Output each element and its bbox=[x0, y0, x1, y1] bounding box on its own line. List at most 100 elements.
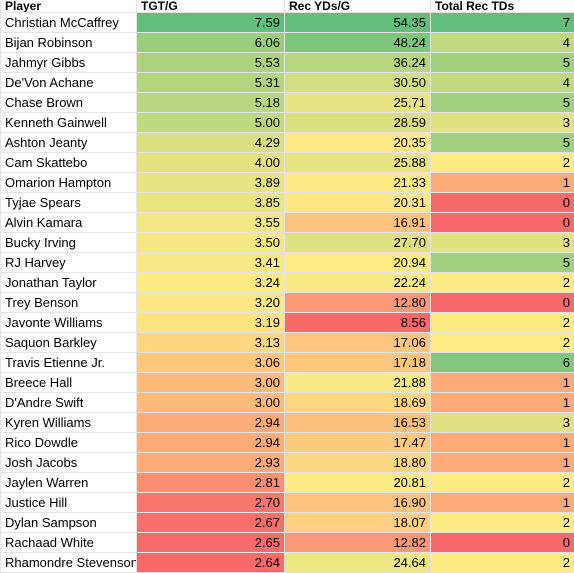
player-row: Travis Etienne Jr. 3.06 17.18 6 bbox=[0, 352, 574, 373]
player-row: Jonathan Taylor 3.24 22.24 2 bbox=[0, 272, 574, 293]
player-row: Kenneth Gainwell 5.00 28.59 3 bbox=[0, 112, 574, 133]
stat-cell: 3 bbox=[430, 232, 574, 253]
player-row: Saquon Barkley 3.13 17.06 2 bbox=[0, 332, 574, 353]
stat-cell: 5 bbox=[430, 92, 574, 113]
player-row: Jaylen Warren 2.81 20.81 2 bbox=[0, 472, 574, 493]
stat-cell: 12.80 bbox=[284, 292, 431, 313]
player-name: Dylan Sampson bbox=[0, 512, 137, 533]
player-name: Rhamondre Stevenson bbox=[0, 552, 137, 573]
player-name: Javonte Williams bbox=[0, 312, 137, 333]
player-name: De'Von Achane bbox=[0, 72, 137, 93]
stat-cell: 17.18 bbox=[284, 352, 431, 373]
stat-cell: 3.20 bbox=[136, 292, 285, 313]
stat-cell: 2.93 bbox=[136, 452, 285, 473]
player-name: Kenneth Gainwell bbox=[0, 112, 137, 133]
stat-cell: 20.31 bbox=[284, 192, 431, 213]
stat-cell: 27.70 bbox=[284, 232, 431, 253]
stat-cell: 5.00 bbox=[136, 112, 285, 133]
stat-cell: 3.55 bbox=[136, 212, 285, 233]
stat-cell: 2 bbox=[430, 332, 574, 353]
stat-cell: 3.50 bbox=[136, 232, 285, 253]
player-row: Bucky Irving 3.50 27.70 3 bbox=[0, 232, 574, 253]
stat-cell: 3.24 bbox=[136, 272, 285, 293]
stat-cell: 1 bbox=[430, 392, 574, 413]
stat-cell: 2.70 bbox=[136, 492, 285, 513]
stat-cell: 2.65 bbox=[136, 532, 285, 553]
player-row: Tyjae Spears 3.85 20.31 0 bbox=[0, 192, 574, 213]
player-name: RJ Harvey bbox=[0, 252, 137, 273]
stat-cell: 25.71 bbox=[284, 92, 431, 113]
stat-cell: 4.00 bbox=[136, 152, 285, 173]
player-name: Kyren Williams bbox=[0, 412, 137, 433]
player-name: Alvin Kamara bbox=[0, 212, 137, 233]
stat-cell: 2.94 bbox=[136, 412, 285, 433]
stat-cell: 18.80 bbox=[284, 452, 431, 473]
player-row: Rico Dowdle 2.94 17.47 1 bbox=[0, 432, 574, 453]
player-row: Bijan Robinson 6.06 48.24 4 bbox=[0, 32, 574, 53]
stat-cell: 3 bbox=[430, 412, 574, 433]
player-name: D'Andre Swift bbox=[0, 392, 137, 413]
player-name: Bucky Irving bbox=[0, 232, 137, 253]
stat-cell: 0 bbox=[430, 532, 574, 553]
stat-cell: 7.59 bbox=[136, 12, 285, 33]
player-name: Breece Hall bbox=[0, 372, 137, 393]
header-cell: TGT/G bbox=[136, 0, 285, 13]
player-name: Cam Skattebo bbox=[0, 152, 137, 173]
stat-cell: 0 bbox=[430, 292, 574, 313]
player-row: De'Von Achane 5.31 30.50 4 bbox=[0, 72, 574, 93]
header-row: Player TGT/G Rec YDs/G Total Rec TDs bbox=[0, 0, 574, 13]
player-row: Chase Brown 5.18 25.71 5 bbox=[0, 92, 574, 113]
player-name: Jahmyr Gibbs bbox=[0, 52, 137, 73]
stat-cell: 17.06 bbox=[284, 332, 431, 353]
stat-cell: 2 bbox=[430, 512, 574, 533]
player-row: RJ Harvey 3.41 20.94 5 bbox=[0, 252, 574, 273]
player-name: Rico Dowdle bbox=[0, 432, 137, 453]
player-name: Travis Etienne Jr. bbox=[0, 352, 137, 373]
stat-cell: 5.53 bbox=[136, 52, 285, 73]
stat-cell: 17.47 bbox=[284, 432, 431, 453]
stat-cell: 2.64 bbox=[136, 552, 285, 573]
stat-cell: 1 bbox=[430, 432, 574, 453]
stat-cell: 3.89 bbox=[136, 172, 285, 193]
header-cell: Rec YDs/G bbox=[284, 0, 431, 13]
stat-cell: 7 bbox=[430, 12, 574, 33]
header-cell: Total Rec TDs bbox=[430, 0, 574, 13]
player-name: Omarion Hampton bbox=[0, 172, 137, 193]
player-row: Ashton Jeanty 4.29 20.35 5 bbox=[0, 132, 574, 153]
player-name: Bijan Robinson bbox=[0, 32, 137, 53]
stat-cell: 8.56 bbox=[284, 312, 431, 333]
stat-cell: 22.24 bbox=[284, 272, 431, 293]
stat-cell: 2 bbox=[430, 472, 574, 493]
stat-cell: 5.31 bbox=[136, 72, 285, 93]
header-cell: Player bbox=[0, 0, 137, 13]
player-row: Alvin Kamara 3.55 16.91 0 bbox=[0, 212, 574, 233]
player-name: Justice Hill bbox=[0, 492, 137, 513]
stat-cell: 36.24 bbox=[284, 52, 431, 73]
player-row: Javonte Williams 3.19 8.56 2 bbox=[0, 312, 574, 333]
player-name: Jonathan Taylor bbox=[0, 272, 137, 293]
stat-cell: 1 bbox=[430, 372, 574, 393]
stat-cell: 16.90 bbox=[284, 492, 431, 513]
player-name: Chase Brown bbox=[0, 92, 137, 113]
stat-cell: 30.50 bbox=[284, 72, 431, 93]
stat-cell: 18.69 bbox=[284, 392, 431, 413]
stat-cell: 20.94 bbox=[284, 252, 431, 273]
player-name: Ashton Jeanty bbox=[0, 132, 137, 153]
stat-cell: 6 bbox=[430, 352, 574, 373]
stat-cell: 2 bbox=[430, 312, 574, 333]
player-name: Christian McCaffrey bbox=[0, 12, 137, 33]
player-row: Justice Hill 2.70 16.90 1 bbox=[0, 492, 574, 513]
stat-cell: 5 bbox=[430, 52, 574, 73]
player-row: Omarion Hampton 3.89 21.33 1 bbox=[0, 172, 574, 193]
stat-cell: 2 bbox=[430, 272, 574, 293]
stat-cell: 4.29 bbox=[136, 132, 285, 153]
table-body: Christian McCaffrey 7.59 54.35 7 Bijan Robin… bbox=[0, 12, 574, 573]
player-row: Cam Skattebo 4.00 25.88 2 bbox=[0, 152, 574, 173]
stat-cell: 4 bbox=[430, 32, 574, 53]
stat-cell: 20.35 bbox=[284, 132, 431, 153]
stat-cell: 2.94 bbox=[136, 432, 285, 453]
player-row: D'Andre Swift 3.00 18.69 1 bbox=[0, 392, 574, 413]
stat-cell: 2 bbox=[430, 552, 574, 573]
player-row: Rachaad White 2.65 12.82 0 bbox=[0, 532, 574, 553]
